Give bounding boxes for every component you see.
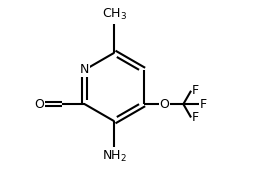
Text: CH$_3$: CH$_3$ bbox=[102, 7, 127, 22]
Text: O: O bbox=[159, 98, 169, 111]
Text: NH$_2$: NH$_2$ bbox=[102, 149, 127, 164]
Text: F: F bbox=[192, 84, 199, 97]
Text: F: F bbox=[200, 98, 207, 111]
Text: O: O bbox=[35, 98, 44, 111]
Text: N: N bbox=[80, 63, 89, 76]
Text: F: F bbox=[192, 111, 199, 124]
